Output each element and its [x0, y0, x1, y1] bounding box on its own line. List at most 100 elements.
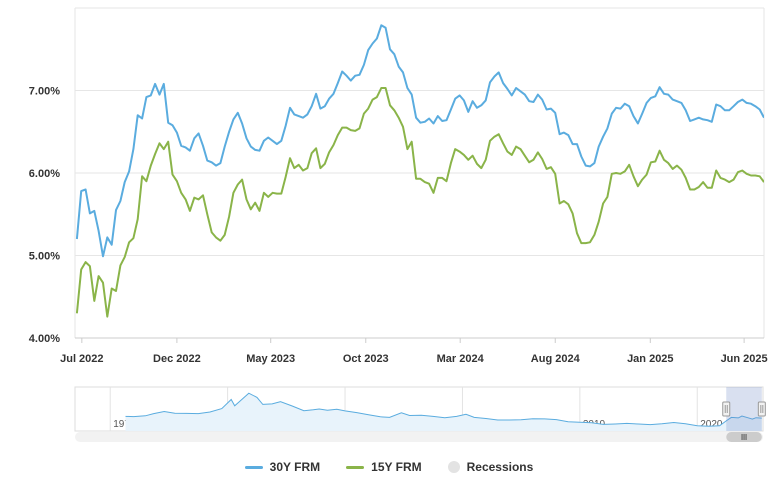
data-point-30y[interactable] — [461, 98, 466, 103]
data-point-30y[interactable] — [609, 111, 614, 116]
data-point-15y[interactable] — [418, 176, 423, 181]
data-point-30y[interactable] — [679, 100, 684, 105]
data-point-15y[interactable] — [535, 150, 540, 155]
data-point-30y[interactable] — [374, 36, 379, 41]
data-point-15y[interactable] — [431, 190, 436, 195]
data-point-15y[interactable] — [470, 153, 475, 158]
data-point-30y[interactable] — [292, 112, 297, 117]
data-point-30y[interactable] — [501, 81, 506, 86]
data-point-15y[interactable] — [522, 153, 527, 158]
data-point-30y[interactable] — [179, 143, 184, 148]
data-point-15y[interactable] — [396, 115, 401, 120]
data-point-30y[interactable] — [105, 235, 110, 240]
data-point-30y[interactable] — [114, 208, 119, 213]
data-point-15y[interactable] — [579, 241, 584, 246]
data-point-30y[interactable] — [631, 114, 636, 119]
data-point-30y[interactable] — [296, 114, 301, 119]
data-point-15y[interactable] — [192, 195, 197, 200]
data-point-15y[interactable] — [705, 185, 710, 190]
data-point-15y[interactable] — [592, 232, 597, 237]
data-point-30y[interactable] — [305, 112, 310, 117]
data-point-30y[interactable] — [248, 144, 253, 149]
data-point-30y[interactable] — [583, 163, 588, 168]
data-point-15y[interactable] — [170, 172, 175, 177]
data-point-15y[interactable] — [640, 177, 645, 182]
data-point-30y[interactable] — [601, 134, 606, 139]
data-point-15y[interactable] — [305, 166, 310, 171]
data-point-30y[interactable] — [192, 136, 197, 141]
data-point-15y[interactable] — [757, 174, 762, 179]
data-point-15y[interactable] — [140, 174, 145, 179]
data-point-15y[interactable] — [622, 169, 627, 174]
data-point-15y[interactable] — [279, 191, 284, 196]
data-point-30y[interactable] — [209, 160, 214, 165]
data-point-15y[interactable] — [374, 95, 379, 100]
data-point-30y[interactable] — [722, 108, 727, 113]
data-point-30y[interactable] — [448, 107, 453, 112]
data-point-30y[interactable] — [575, 142, 580, 147]
data-point-15y[interactable] — [227, 214, 232, 219]
data-point-15y[interactable] — [96, 274, 101, 279]
data-point-30y[interactable] — [527, 99, 532, 104]
navigator-handle-left[interactable] — [722, 401, 731, 417]
data-point-30y[interactable] — [327, 96, 332, 101]
data-point-15y[interactable] — [448, 161, 453, 166]
data-point-15y[interactable] — [531, 157, 536, 162]
data-point-30y[interactable] — [718, 104, 723, 109]
scrollbar-thumb[interactable] — [726, 432, 762, 442]
data-point-15y[interactable] — [348, 128, 353, 133]
data-point-15y[interactable] — [762, 180, 767, 185]
data-point-15y[interactable] — [105, 314, 110, 319]
data-point-30y[interactable] — [705, 118, 710, 123]
data-point-15y[interactable] — [548, 165, 553, 170]
data-point-30y[interactable] — [418, 120, 423, 125]
data-point-15y[interactable] — [218, 238, 223, 243]
data-point-15y[interactable] — [596, 219, 601, 224]
data-point-15y[interactable] — [753, 173, 758, 178]
data-point-15y[interactable] — [157, 141, 162, 146]
data-point-15y[interactable] — [344, 125, 349, 130]
data-point-15y[interactable] — [670, 166, 675, 171]
navigator-handle-right[interactable] — [757, 401, 766, 417]
data-point-15y[interactable] — [731, 177, 736, 182]
data-point-15y[interactable] — [518, 147, 523, 152]
data-point-15y[interactable] — [127, 240, 132, 245]
data-point-15y[interactable] — [314, 146, 319, 151]
data-point-30y[interactable] — [79, 189, 84, 194]
data-point-15y[interactable] — [727, 180, 732, 185]
data-point-30y[interactable] — [405, 86, 410, 91]
data-point-30y[interactable] — [261, 138, 266, 143]
data-point-15y[interactable] — [749, 173, 754, 178]
data-point-15y[interactable] — [644, 172, 649, 177]
data-point-30y[interactable] — [244, 136, 249, 141]
data-point-30y[interactable] — [509, 93, 514, 98]
data-point-15y[interactable] — [492, 134, 497, 139]
data-point-15y[interactable] — [122, 255, 127, 260]
data-point-30y[interactable] — [366, 48, 371, 53]
data-point-30y[interactable] — [335, 81, 340, 86]
data-point-30y[interactable] — [453, 96, 458, 101]
data-point-30y[interactable] — [614, 105, 619, 110]
data-point-30y[interactable] — [322, 104, 327, 109]
data-point-30y[interactable] — [148, 93, 153, 98]
data-point-30y[interactable] — [588, 164, 593, 169]
data-point-30y[interactable] — [201, 143, 206, 148]
data-point-30y[interactable] — [253, 147, 258, 152]
data-point-30y[interactable] — [618, 106, 623, 111]
data-point-15y[interactable] — [583, 241, 588, 246]
data-point-15y[interactable] — [274, 191, 279, 196]
data-point-30y[interactable] — [196, 131, 201, 136]
data-point-15y[interactable] — [196, 197, 201, 202]
data-point-15y[interactable] — [540, 157, 545, 162]
data-point-30y[interactable] — [92, 208, 97, 213]
data-point-30y[interactable] — [566, 133, 571, 138]
data-point-15y[interactable] — [505, 149, 510, 154]
data-point-15y[interactable] — [174, 179, 179, 184]
data-point-30y[interactable] — [592, 161, 597, 166]
data-point-15y[interactable] — [440, 175, 445, 180]
data-point-30y[interactable] — [627, 104, 632, 109]
data-point-15y[interactable] — [92, 298, 97, 303]
data-point-15y[interactable] — [257, 208, 262, 213]
data-point-15y[interactable] — [187, 208, 192, 213]
data-point-30y[interactable] — [235, 110, 240, 115]
